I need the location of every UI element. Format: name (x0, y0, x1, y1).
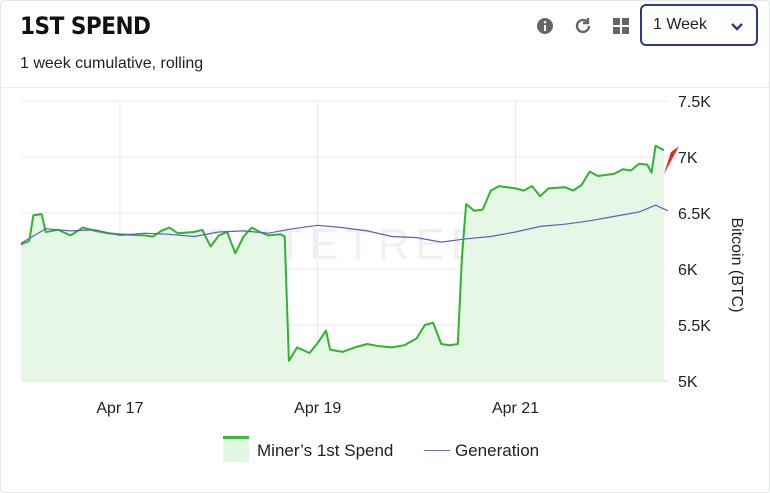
spend-area-fill (21, 145, 664, 381)
info-icon[interactable] (534, 15, 556, 37)
y-tick-label: 7K (678, 150, 698, 167)
refresh-icon[interactable] (572, 15, 594, 37)
x-tick-label: Apr 21 (492, 400, 539, 417)
grid-icon[interactable] (610, 15, 632, 37)
chart-subtitle: 1 week cumulative, rolling (20, 55, 204, 72)
period-select-value: 1 Week (653, 16, 707, 33)
trend-arrow-icon (663, 146, 679, 175)
period-select[interactable]: 1 Week (640, 4, 758, 46)
y-tick-label: 5K (678, 374, 698, 391)
spend-line (20, 144, 665, 362)
x-tick-label: Apr 17 (96, 400, 143, 417)
legend-swatch-spend (223, 436, 249, 462)
legend-swatch-generation (424, 450, 450, 451)
generation-line (20, 204, 669, 244)
y-tick-label: 5.5K (678, 318, 711, 335)
y-tick-label: 7.5K (678, 94, 711, 111)
legend-label-spend: Miner’s 1st Spend (257, 441, 394, 460)
y-tick-label: 6.5K (678, 206, 711, 223)
legend-label-generation: Generation (455, 441, 540, 460)
y-axis-label: Bitcoin (BTC) (728, 217, 745, 312)
y-tick-label: 6K (678, 262, 698, 279)
chevron-down-icon (730, 19, 744, 37)
x-tick-label: Apr 19 (294, 400, 341, 417)
chart-title: 1ST SPEND (20, 12, 151, 40)
header-divider (1, 87, 769, 88)
